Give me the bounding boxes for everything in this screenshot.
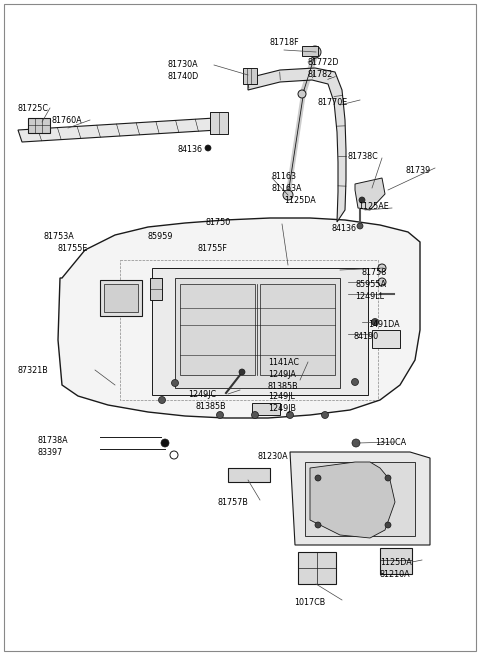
Bar xyxy=(252,403,280,415)
Text: 81740D: 81740D xyxy=(168,72,199,81)
Polygon shape xyxy=(355,178,385,210)
Circle shape xyxy=(352,439,360,447)
Circle shape xyxy=(216,411,224,419)
Polygon shape xyxy=(152,268,368,395)
Text: 81210A: 81210A xyxy=(380,570,410,579)
Circle shape xyxy=(315,475,321,481)
Text: 81755F: 81755F xyxy=(198,244,228,253)
Text: 81739: 81739 xyxy=(405,166,430,175)
Text: 1017CB: 1017CB xyxy=(294,598,325,607)
Polygon shape xyxy=(290,452,430,545)
Circle shape xyxy=(385,522,391,528)
Circle shape xyxy=(171,379,179,386)
Text: 81163: 81163 xyxy=(272,172,297,181)
Polygon shape xyxy=(260,284,335,375)
Text: 84136: 84136 xyxy=(178,145,203,154)
Text: 81772D: 81772D xyxy=(308,58,339,67)
Circle shape xyxy=(161,439,169,447)
Circle shape xyxy=(351,379,359,386)
Bar xyxy=(228,468,270,482)
Text: 85955A: 85955A xyxy=(355,280,386,289)
Circle shape xyxy=(158,396,166,403)
Polygon shape xyxy=(305,462,415,536)
Bar xyxy=(150,278,162,300)
Circle shape xyxy=(385,475,391,481)
Polygon shape xyxy=(18,118,218,142)
Text: 1249JC: 1249JC xyxy=(188,390,216,399)
Polygon shape xyxy=(180,284,255,375)
Text: 81163A: 81163A xyxy=(272,184,302,193)
Circle shape xyxy=(359,197,365,203)
Circle shape xyxy=(283,190,293,200)
Polygon shape xyxy=(248,68,346,222)
Circle shape xyxy=(322,411,328,419)
Bar xyxy=(28,118,50,133)
Text: 81757B: 81757B xyxy=(218,498,249,507)
Text: 1491DA: 1491DA xyxy=(368,320,400,329)
Circle shape xyxy=(252,411,259,419)
Text: 1125DA: 1125DA xyxy=(380,558,412,567)
Bar xyxy=(104,284,138,312)
Text: 81725C: 81725C xyxy=(18,104,49,113)
Text: 1249LL: 1249LL xyxy=(355,292,384,301)
Text: 1249JB: 1249JB xyxy=(268,404,296,413)
Text: 81738A: 81738A xyxy=(38,436,69,445)
Text: 81385B: 81385B xyxy=(268,382,299,391)
Text: 81718F: 81718F xyxy=(270,38,300,47)
Bar xyxy=(372,330,400,348)
Circle shape xyxy=(357,223,363,229)
Bar xyxy=(210,112,228,134)
Text: 1310CA: 1310CA xyxy=(375,438,406,447)
Text: 81730A: 81730A xyxy=(168,60,199,69)
Text: 81753A: 81753A xyxy=(44,232,75,241)
Bar xyxy=(243,68,257,84)
Text: 1125AE: 1125AE xyxy=(358,202,389,211)
Circle shape xyxy=(205,145,211,151)
Circle shape xyxy=(315,522,321,528)
Text: 85959: 85959 xyxy=(148,232,173,241)
Circle shape xyxy=(298,90,306,98)
Text: 81760A: 81760A xyxy=(52,116,83,125)
Bar xyxy=(100,280,142,316)
Text: 83397: 83397 xyxy=(38,448,63,457)
Bar xyxy=(302,46,318,56)
Circle shape xyxy=(309,46,321,58)
Circle shape xyxy=(378,264,386,272)
Polygon shape xyxy=(58,218,420,418)
Text: 1249JA: 1249JA xyxy=(268,370,296,379)
Text: 81770E: 81770E xyxy=(318,98,348,107)
Text: 81230A: 81230A xyxy=(258,452,288,461)
Circle shape xyxy=(239,369,245,375)
Text: 84190: 84190 xyxy=(354,332,379,341)
Text: 1249JL: 1249JL xyxy=(268,392,295,401)
Text: 81782: 81782 xyxy=(308,70,333,79)
Text: 81755E: 81755E xyxy=(58,244,88,253)
Text: 81738C: 81738C xyxy=(348,152,379,161)
Text: 81385B: 81385B xyxy=(196,402,227,411)
Text: 84136: 84136 xyxy=(332,224,357,233)
Text: 1125DA: 1125DA xyxy=(284,196,316,205)
Text: 81758: 81758 xyxy=(362,268,387,277)
Text: 1141AC: 1141AC xyxy=(268,358,299,367)
Bar xyxy=(298,552,336,584)
Bar xyxy=(380,548,412,574)
Circle shape xyxy=(378,278,386,286)
Circle shape xyxy=(287,411,293,419)
Polygon shape xyxy=(175,278,340,388)
Polygon shape xyxy=(310,462,395,538)
Text: 81750: 81750 xyxy=(205,218,230,227)
Text: 87321B: 87321B xyxy=(18,366,49,375)
Circle shape xyxy=(372,318,379,326)
